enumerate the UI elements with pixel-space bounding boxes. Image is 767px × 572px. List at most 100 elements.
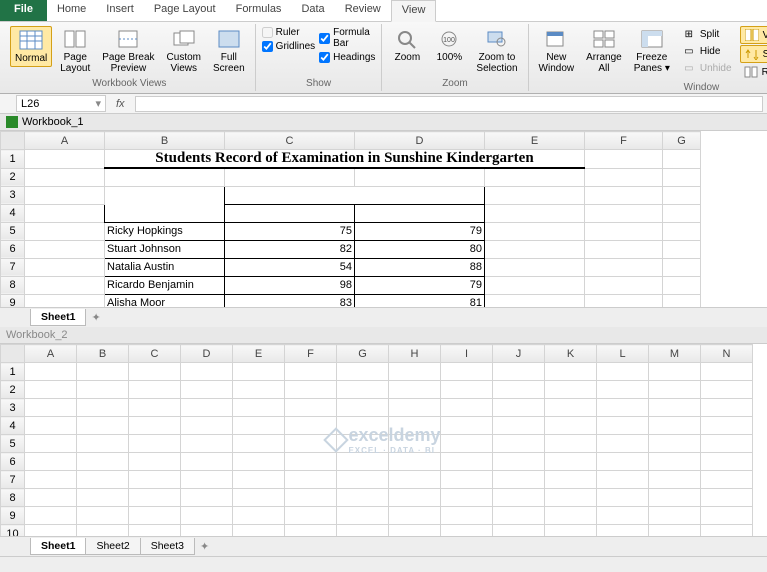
cell-chemistry[interactable]: 88 [355,258,485,276]
col-header[interactable]: E [485,132,585,150]
cell[interactable] [285,435,337,453]
cell[interactable] [441,489,493,507]
cell[interactable] [77,489,129,507]
cell[interactable] [441,453,493,471]
fx-icon[interactable]: fx [116,98,125,110]
cell[interactable] [25,507,77,525]
cell[interactable] [337,381,389,399]
cell[interactable] [285,363,337,381]
btn-synchronous-scrolling[interactable]: Synchronous Scrolling [740,45,767,63]
cell[interactable] [701,489,753,507]
row-header[interactable]: 1 [1,363,25,381]
tab-data[interactable]: Data [291,0,334,21]
cell[interactable] [493,489,545,507]
cell[interactable] [25,417,77,435]
cell[interactable] [493,507,545,525]
cell[interactable] [337,489,389,507]
cell[interactable] [337,471,389,489]
cell[interactable] [77,471,129,489]
cell[interactable] [545,507,597,525]
cell[interactable] [129,381,181,399]
cell-physics[interactable]: 75 [225,222,355,240]
cell[interactable] [25,471,77,489]
cell[interactable] [649,435,701,453]
btn-zoom-100[interactable]: 100100% [430,26,468,65]
row-header[interactable]: 3 [1,186,25,204]
cell[interactable] [493,453,545,471]
chk-ruler[interactable]: Ruler [262,26,315,39]
col-header[interactable]: J [493,345,545,363]
cell[interactable] [129,399,181,417]
name-box[interactable]: L26▾ [16,95,106,112]
cell[interactable] [233,507,285,525]
cell[interactable] [649,525,701,537]
cell-physics[interactable]: 83 [225,294,355,307]
cell[interactable] [701,363,753,381]
cell[interactable] [77,453,129,471]
row-header[interactable]: 2 [1,381,25,399]
cell[interactable] [701,471,753,489]
cell[interactable] [389,417,441,435]
cell[interactable] [545,489,597,507]
btn-zoom[interactable]: Zoom [388,26,426,65]
cell[interactable] [545,435,597,453]
cell[interactable] [389,363,441,381]
wb1-sheet1-tab[interactable]: Sheet1 [30,309,86,326]
cell[interactable] [233,453,285,471]
cell[interactable] [441,525,493,537]
cell[interactable] [389,471,441,489]
cell[interactable] [597,489,649,507]
col-header[interactable]: D [355,132,485,150]
tab-home[interactable]: Home [47,0,96,21]
cell-name[interactable]: Ricky Hopkings [105,222,225,240]
btn-freeze-panes[interactable]: Freeze Panes ▾ [630,26,674,76]
btn-full-screen[interactable]: Full Screen [209,26,249,76]
col-header[interactable]: L [597,345,649,363]
cell[interactable] [441,399,493,417]
row-header[interactable]: 7 [1,471,25,489]
cell[interactable] [545,399,597,417]
cell[interactable] [545,417,597,435]
cell[interactable] [129,525,181,537]
btn-zoom-to-selection[interactable]: Zoom to Selection [472,26,521,76]
cell[interactable] [441,507,493,525]
cell[interactable] [649,399,701,417]
row-header[interactable]: 9 [1,294,25,307]
row-header[interactable]: 4 [1,204,25,222]
cell[interactable] [493,417,545,435]
cell[interactable] [129,471,181,489]
btn-page-layout[interactable]: Page Layout [56,26,94,76]
chk-headings[interactable]: Headings [319,51,375,64]
cell[interactable] [25,489,77,507]
wb1-new-sheet[interactable]: ✦ [85,309,106,326]
cell-name[interactable]: Natalia Austin [105,258,225,276]
cell[interactable] [233,489,285,507]
cell-physics[interactable]: 98 [225,276,355,294]
cell[interactable] [181,525,233,537]
col-header[interactable]: F [585,132,663,150]
cell[interactable] [233,525,285,537]
cell-name[interactable]: Stuart Johnson [105,240,225,258]
wb2-sheet2-tab[interactable]: Sheet2 [85,538,140,555]
cell[interactable] [597,471,649,489]
col-header[interactable]: C [225,132,355,150]
cell[interactable] [129,363,181,381]
cell[interactable] [389,453,441,471]
cell[interactable] [441,417,493,435]
tab-view[interactable]: View [391,0,437,22]
cell-physics[interactable]: 54 [225,258,355,276]
cell[interactable] [441,381,493,399]
btn-view-side-by-side[interactable]: View Side by Side [740,26,767,44]
btn-custom-views[interactable]: Custom Views [163,26,205,76]
tab-insert[interactable]: Insert [96,0,144,21]
col-header[interactable]: G [337,345,389,363]
col-header[interactable]: A [25,345,77,363]
cell[interactable] [181,453,233,471]
cell[interactable] [389,489,441,507]
cell[interactable] [545,381,597,399]
cell[interactable] [597,417,649,435]
cell[interactable] [181,399,233,417]
cell[interactable] [25,363,77,381]
cell[interactable] [597,525,649,537]
cell[interactable] [701,417,753,435]
